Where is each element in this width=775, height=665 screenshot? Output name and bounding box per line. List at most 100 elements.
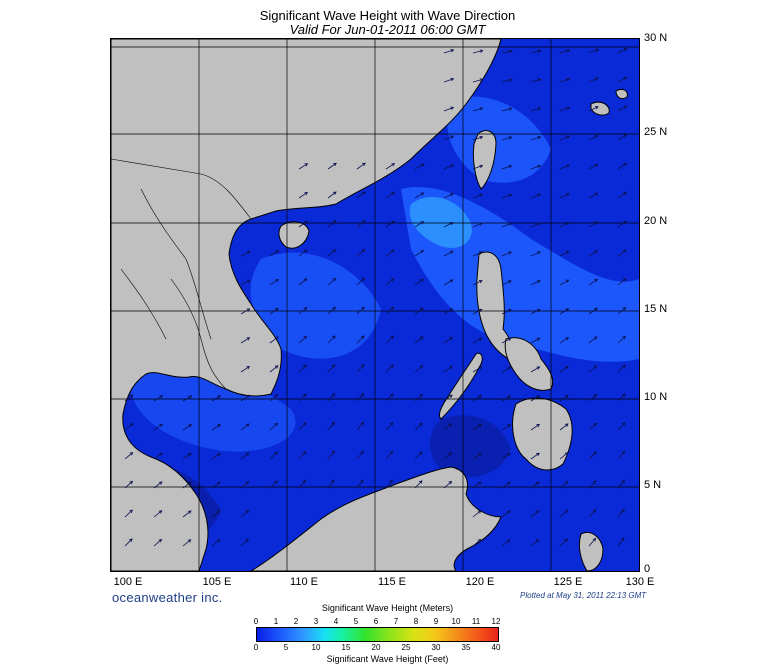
direction-arrow xyxy=(327,393,336,402)
direction-arrowhead xyxy=(389,422,394,426)
direction-arrowhead xyxy=(274,422,279,427)
direction-arrow xyxy=(617,163,627,170)
direction-arrow xyxy=(472,337,482,344)
direction-arrow xyxy=(472,452,482,460)
direction-arrowhead xyxy=(508,251,512,255)
direction-arrowhead xyxy=(361,277,366,282)
direction-arrow xyxy=(472,481,482,489)
direction-arrow xyxy=(472,136,483,141)
direction-arrowhead xyxy=(621,422,626,426)
direction-arrowhead xyxy=(245,423,250,427)
direction-arrow xyxy=(530,280,541,286)
direction-arrow xyxy=(356,422,364,431)
direction-arrowhead xyxy=(537,49,542,53)
direction-arrowhead xyxy=(450,164,454,168)
direction-arrow xyxy=(617,249,627,257)
direction-arrowhead xyxy=(129,394,134,398)
direction-arrow xyxy=(617,192,627,199)
direction-arrow xyxy=(327,422,335,431)
direction-arrow xyxy=(501,50,512,54)
direction-arrow xyxy=(617,422,626,431)
colorbar-meter-tick: 0 xyxy=(253,617,259,626)
direction-arrow xyxy=(153,510,162,518)
direction-arrowhead xyxy=(331,364,336,368)
direction-arrow xyxy=(501,222,512,228)
direction-arrowhead xyxy=(621,508,625,513)
lat-label-0: 0 xyxy=(644,563,651,575)
direction-arrowhead xyxy=(245,509,250,514)
direction-arrow xyxy=(298,249,308,257)
direction-arrow xyxy=(414,307,424,315)
direction-arrow xyxy=(472,510,482,518)
direction-arrowhead xyxy=(479,193,484,197)
direction-arrow xyxy=(298,220,308,228)
direction-arrowhead xyxy=(332,277,337,282)
direction-arrow xyxy=(472,78,483,83)
direction-arrow xyxy=(182,539,192,547)
direction-arrow xyxy=(559,366,569,373)
direction-arrowhead xyxy=(187,510,192,514)
direction-arrow xyxy=(443,337,453,344)
direction-arrowhead xyxy=(332,335,336,339)
direction-arrowhead xyxy=(217,481,221,485)
direction-arrowhead xyxy=(304,220,308,225)
direction-arrowhead xyxy=(536,337,541,341)
country-borders xyxy=(111,158,252,390)
direction-arrow xyxy=(240,366,250,373)
colorbar-feet-tick: 15 xyxy=(341,643,351,652)
direction-arrow xyxy=(385,364,394,373)
direction-arrowhead xyxy=(217,395,222,399)
direction-arrow xyxy=(153,395,163,402)
direction-arrow xyxy=(414,422,423,431)
land-group xyxy=(111,39,628,571)
direction-arrowhead xyxy=(593,422,598,427)
direction-arrowhead xyxy=(507,481,511,486)
direction-arrowhead xyxy=(419,451,423,455)
direction-arrowhead xyxy=(333,162,337,167)
direction-arrow xyxy=(588,509,597,518)
direction-arrowhead xyxy=(274,336,279,340)
direction-arrow xyxy=(443,78,454,83)
colorbar-meter-tick: 12 xyxy=(491,617,501,626)
colorbar-title-feet: Significant Wave Height (Feet) xyxy=(326,654,449,664)
colorbar-meter-tick: 10 xyxy=(451,617,461,626)
direction-arrow xyxy=(182,395,192,402)
direction-arrowhead xyxy=(331,479,335,484)
direction-arrowhead xyxy=(129,480,134,485)
mindanao-island xyxy=(512,397,573,471)
direction-arrowhead xyxy=(594,307,598,312)
direction-arrow xyxy=(443,164,454,170)
direction-arrowhead xyxy=(420,250,425,254)
direction-arrow xyxy=(211,539,220,547)
lon-label-130e: 130 E xyxy=(625,576,655,588)
direction-arrowhead xyxy=(419,393,424,398)
direction-arrowhead xyxy=(623,220,627,225)
direction-arrowhead xyxy=(302,450,307,455)
direction-arrowhead xyxy=(331,421,336,426)
colorbar-meter-tick: 4 xyxy=(333,617,339,626)
direction-arrowhead xyxy=(302,422,307,426)
lat-label-15n: 15 N xyxy=(644,303,668,315)
direction-arrowhead xyxy=(275,250,280,254)
direction-arrowhead xyxy=(595,106,599,110)
direction-arrowhead xyxy=(565,365,569,370)
direction-arrowhead xyxy=(508,49,513,54)
lat-label-20n: 20 N xyxy=(644,215,668,227)
direction-arrow xyxy=(559,164,570,170)
direction-arrowhead xyxy=(506,539,511,543)
direction-arrowhead xyxy=(449,250,454,254)
direction-arrow xyxy=(588,48,599,54)
direction-arrowhead xyxy=(537,107,542,111)
direction-arrowhead xyxy=(479,222,483,226)
direction-arrow xyxy=(443,308,453,315)
direction-arrow xyxy=(530,424,540,431)
direction-arrowhead xyxy=(419,422,423,427)
direction-arrow xyxy=(588,250,598,257)
direction-arrowhead xyxy=(622,335,627,340)
direction-arrowhead xyxy=(390,306,395,311)
direction-arrow xyxy=(443,279,453,286)
direction-arrowhead xyxy=(129,451,134,456)
colorbar-feet-tick: 20 xyxy=(371,643,381,652)
direction-arrowhead xyxy=(622,249,627,253)
direction-arrow xyxy=(385,163,395,170)
